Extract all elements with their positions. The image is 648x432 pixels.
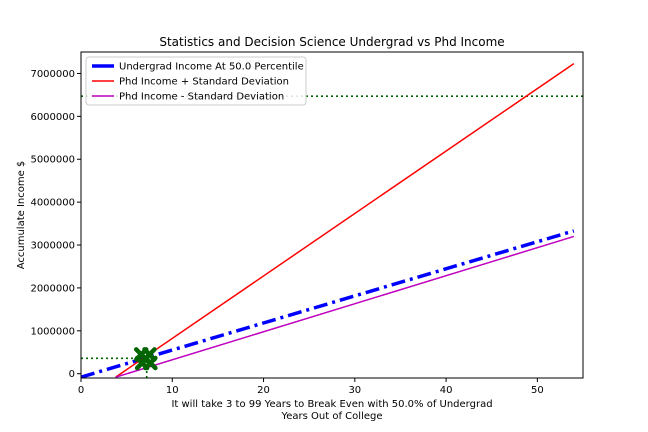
markers [133, 347, 158, 371]
x-tick-label: 10 [166, 385, 179, 396]
y-tick-label: 4000000 [30, 198, 75, 209]
y-tick-label: 7000000 [30, 69, 75, 80]
legend-label: Phd Income + Standard Deviation [119, 77, 289, 88]
y-tick-label: 2000000 [30, 283, 75, 294]
series-line-1 [81, 229, 575, 378]
y-tick-label: 3000000 [30, 241, 75, 252]
x-axis-label-line-1: It will take 3 to 99 Years to Break Even… [171, 399, 492, 410]
x-marker-stroke [143, 355, 158, 371]
y-tick-label: 5000000 [30, 155, 75, 166]
series-lines [81, 62, 575, 378]
legend: Undergrad Income At 50.0 Percentile Phd I… [85, 56, 307, 106]
x-tick-label: 30 [348, 385, 361, 396]
chart-title: Statistics and Decision Science Undergra… [159, 35, 504, 49]
series-line-3 [115, 235, 575, 378]
series-line-2 [115, 62, 575, 378]
x-marker [143, 355, 158, 371]
x-tick-label: 0 [78, 385, 84, 396]
y-axis-label: Accumulate Income $ [16, 161, 27, 270]
x-tick-label: 20 [257, 385, 270, 396]
x-tick-label: 50 [531, 385, 544, 396]
axes-frame [80, 51, 584, 379]
legend-label: Undergrad Income At 50.0 Percentile [119, 62, 304, 73]
y-tick-label: 1000000 [30, 326, 75, 337]
x-axis: 0 10 20 30 40 50 [78, 378, 544, 396]
y-axis: 0 1000000 2000000 3000000 4000000 5000000 6000… [30, 69, 81, 380]
x-tick-label: 40 [440, 385, 453, 396]
y-tick-label: 0 [69, 369, 75, 380]
y-tick-label: 6000000 [30, 112, 75, 123]
legend-box [85, 56, 307, 106]
legend-label: Phd Income - Standard Deviation [119, 92, 284, 103]
x-axis-label-line-2: Years Out of College [281, 411, 383, 422]
